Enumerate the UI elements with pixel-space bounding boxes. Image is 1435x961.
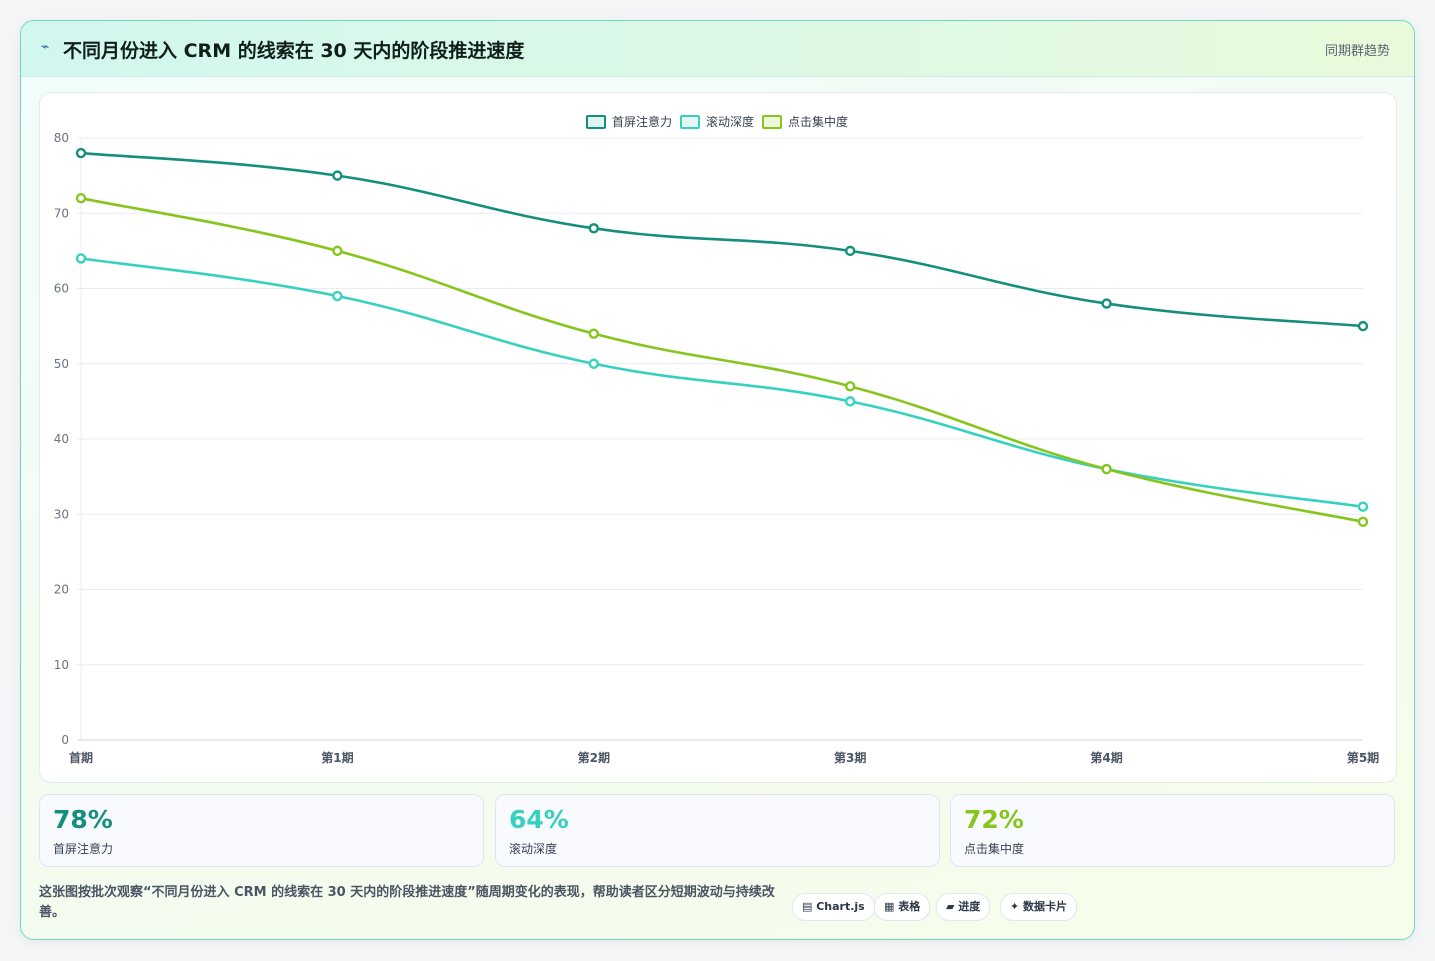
data-point-series-1 [845, 245, 856, 257]
y-tick-label: 80 [54, 131, 69, 145]
stat-label: 点击集中度 [964, 842, 1025, 856]
y-tick-label: 0 [61, 733, 69, 747]
x-tick-label: 第4期 [1090, 750, 1122, 765]
data-point-series-2 [845, 396, 856, 407]
data-point-series-3 [75, 192, 87, 204]
data-point-series-3 [1101, 463, 1112, 475]
chip-table[interactable]: ▦ 表格 [874, 893, 931, 921]
data-point-series-1 [332, 170, 343, 181]
legend-swatch [762, 115, 782, 129]
y-tick-label: 70 [54, 206, 69, 220]
stat-value: 64% [509, 805, 569, 834]
series-line-1 [80, 151, 1364, 328]
chip-chartjs[interactable]: ▤ Chart.js [792, 893, 875, 921]
data-point-series-1 [75, 147, 87, 159]
stat-card-series-3: 72% 点击集中度 [950, 794, 1395, 867]
data-point-series-1 [588, 223, 599, 234]
legend-swatch [586, 115, 606, 129]
card-header: ⌁ 不同月份进入 CRM 的线索在 30 天内的阶段推进速度 同期群趋势 [21, 21, 1414, 77]
stat-label: 首屏注意力 [53, 842, 114, 856]
chart-panel: 首屏注意力 滚动深度 点击集中度 0 10 20 30 40 50 60 70 80 首期 第1期 第… [39, 92, 1397, 783]
data-point-series-3 [845, 381, 856, 392]
data-point-series-1 [1101, 298, 1112, 309]
stat-card-series-1: 78% 首屏注意力 [39, 794, 484, 867]
y-tick-label: 20 [54, 583, 69, 597]
chart-description: 这张图按批次观察“不同月份进入 CRM 的线索在 30 天内的阶段推进速度”随周… [39, 885, 775, 920]
data-point-series-1 [1357, 320, 1369, 332]
data-point-series-3 [588, 328, 599, 339]
data-point-series-3 [332, 245, 343, 257]
stat-value: 72% [964, 805, 1024, 834]
line-chart: 0 10 20 30 40 50 60 70 80 首期 第1期 第2期 第3期 第4期 第5期 [54, 131, 1379, 765]
x-tick-label: 第1期 [321, 750, 353, 765]
x-tick-label: 第3期 [834, 750, 866, 765]
stat-card-series-2: 64% 滚动深度 [495, 794, 940, 867]
legend-label: 点击集中度 [788, 115, 849, 129]
y-tick-label: 50 [54, 357, 69, 371]
chip-progress[interactable]: ▰ 进度 [936, 893, 991, 921]
y-tick-label: 30 [54, 507, 69, 521]
chip-data-cards[interactable]: ✦ 数据卡片 [1000, 893, 1078, 921]
chart-card: ⌁ 不同月份进入 CRM 的线索在 30 天内的阶段推进速度 同期群趋势 首屏注… [20, 20, 1415, 940]
x-tick-label: 第2期 [578, 750, 610, 765]
data-point-series-2 [332, 290, 343, 302]
data-point-series-2 [75, 253, 87, 264]
stat-value: 78% [53, 805, 113, 834]
legend-label: 首屏注意力 [612, 115, 673, 129]
data-point-series-2 [1357, 501, 1369, 512]
cohort-trend-tag: 同期群趋势 [1324, 44, 1390, 59]
data-point-series-3 [1357, 516, 1369, 527]
y-tick-label: 40 [54, 432, 69, 446]
x-tick-label: 第5期 [1347, 750, 1379, 765]
series-line-3 [80, 196, 1364, 524]
data-point-series-2 [588, 358, 599, 369]
series-line-2 [80, 257, 1364, 509]
legend-label: 滚动深度 [706, 115, 755, 129]
card-title: 不同月份进入 CRM 的线索在 30 天内的阶段推进速度 [63, 40, 525, 62]
legend-swatch [680, 115, 700, 129]
x-tick-label: 首期 [69, 750, 93, 765]
stat-label: 滚动深度 [509, 842, 558, 856]
y-tick-label: 10 [54, 658, 69, 672]
lightning-icon: ⌁ [41, 39, 50, 55]
y-tick-label: 60 [54, 282, 69, 296]
